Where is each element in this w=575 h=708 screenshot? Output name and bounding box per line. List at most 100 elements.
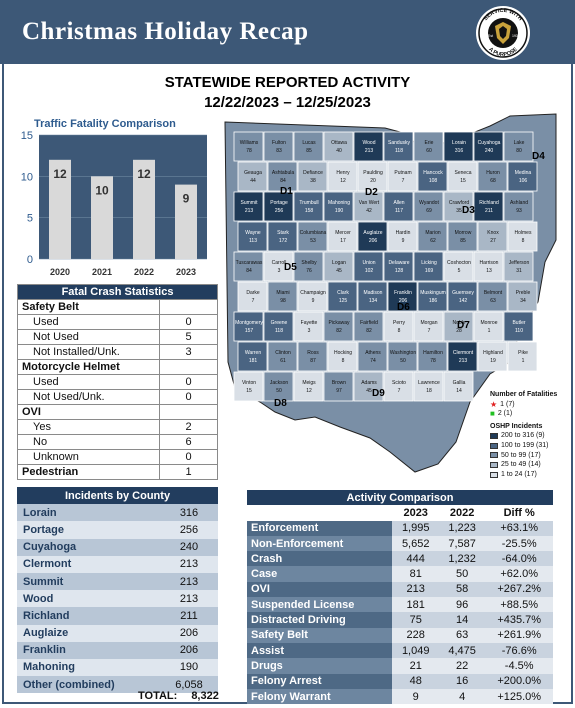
county-shape <box>417 341 448 372</box>
county-label: Geauga <box>244 170 262 176</box>
district-d4: D4 <box>532 151 545 162</box>
legend-swatch <box>490 452 498 459</box>
county-shape <box>383 371 414 402</box>
county-shape <box>477 281 508 312</box>
county-label: Warren <box>245 350 261 356</box>
county-label: Darke <box>246 290 260 296</box>
county-label: Union <box>362 260 375 266</box>
metric-label: Safety Belt <box>247 627 393 643</box>
county-label: Muskingum <box>420 290 446 296</box>
county-value: 61 <box>280 358 286 364</box>
incidents-title: Incidents by County <box>17 487 218 505</box>
county-shape <box>473 311 504 342</box>
table-row: Cuyahoga 240 <box>17 538 218 556</box>
county-shape <box>413 251 444 282</box>
county-shape <box>417 221 448 252</box>
county-label: Clark <box>337 290 349 296</box>
row-value: 2 <box>159 419 218 435</box>
county-value: 78 <box>246 148 252 154</box>
county-shape <box>473 131 504 162</box>
county-value: 181 <box>249 358 258 364</box>
table-row: Crash 444 1,232 -64.0% <box>247 551 553 567</box>
county-value: 83 <box>276 148 282 154</box>
county-shape <box>233 311 264 342</box>
table-row: Portage 256 <box>17 521 218 539</box>
county-label: Knox <box>487 230 499 236</box>
county-label: Athens <box>365 350 381 356</box>
row-label: Not Installed/Unk. <box>17 344 160 360</box>
county-value: 7 <box>428 328 431 334</box>
county-value: 190 <box>335 208 344 214</box>
county-name: Richland <box>17 607 160 625</box>
metric-label: Suspended License <box>247 597 393 613</box>
county-shape <box>263 371 294 402</box>
legend-label: 1 (7) <box>500 400 515 408</box>
county-value: 45 <box>366 388 372 394</box>
county-label: Noble <box>452 320 465 326</box>
county-label: Columbiana <box>300 230 327 236</box>
value-2022: 16 <box>438 673 486 689</box>
county-shape <box>293 131 324 162</box>
row-label: No <box>17 434 160 450</box>
county-value: 27 <box>490 238 496 244</box>
county-label: Summit <box>241 200 259 206</box>
diff-percent: +267.2% <box>485 581 553 598</box>
county-value: 7 <box>398 388 401 394</box>
county-label: Van Wert <box>359 200 380 206</box>
row-label: Not Used <box>17 329 160 345</box>
chart-title: Traffic Fatality Comparison <box>34 118 176 130</box>
county-value: 85 <box>460 238 466 244</box>
county-value: 1 <box>522 358 525 364</box>
county-shape <box>323 311 354 342</box>
row-label: Unknown <box>17 449 160 465</box>
table-row: Not Installed/Unk. 3 <box>17 344 218 360</box>
metric-label: Distracted Driving <box>247 612 393 628</box>
row-label: Used <box>17 374 160 390</box>
county-shape <box>387 161 418 192</box>
value-2023: 81 <box>392 566 439 582</box>
county-label: Miami <box>276 290 289 296</box>
table-row: Not Used 5 <box>17 329 218 345</box>
county-shape <box>263 131 294 162</box>
county-value: 186 <box>429 298 438 304</box>
seal-bottom-text: A PURPOSE <box>487 46 519 58</box>
county-shape <box>443 131 474 162</box>
value-2023: 75 <box>392 612 439 628</box>
county-label: Morrow <box>455 230 472 236</box>
pedestrian-label: Pedestrian <box>17 464 160 480</box>
county-shape <box>267 161 298 192</box>
county-shape <box>327 161 358 192</box>
y-tick-label: 15 <box>21 130 33 142</box>
county-shape <box>297 221 328 252</box>
value-2022: 50 <box>438 566 486 582</box>
value-2023: 21 <box>392 658 439 674</box>
county-value: 3 <box>278 268 281 274</box>
county-shape <box>297 341 328 372</box>
county-value: 102 <box>365 268 374 274</box>
metric-label: Crash <box>247 551 393 567</box>
legend-label: 2 (1) <box>497 410 513 418</box>
county-value: 84 <box>280 178 286 184</box>
county-value: 190 <box>160 658 218 677</box>
county-value: 158 <box>305 208 314 214</box>
county-label: Paulding <box>363 170 383 176</box>
table-row: Richland 211 <box>17 607 218 625</box>
table-row: OVI 213 58 +267.2% <box>247 581 553 598</box>
county-shape <box>233 251 264 282</box>
value-2023: 213 <box>392 581 439 598</box>
county-label: Lucas <box>302 140 316 146</box>
county-label: Meigs <box>302 380 316 386</box>
county-shape <box>443 311 474 342</box>
county-shape <box>387 281 418 312</box>
section-label: OVI <box>17 404 160 420</box>
value-2023: 228 <box>392 627 439 643</box>
county-label: Fulton <box>272 140 286 146</box>
county-shape <box>237 341 268 372</box>
legend-item: 1 to 24 (17) <box>490 470 557 480</box>
county-shape <box>267 281 298 312</box>
legend-label: 25 to 49 (14) <box>501 461 541 469</box>
diff-percent: +200.0% <box>485 673 553 689</box>
county-value: 5 <box>458 268 461 274</box>
row-value: 0 <box>159 374 218 390</box>
row-label: Used <box>17 314 160 330</box>
